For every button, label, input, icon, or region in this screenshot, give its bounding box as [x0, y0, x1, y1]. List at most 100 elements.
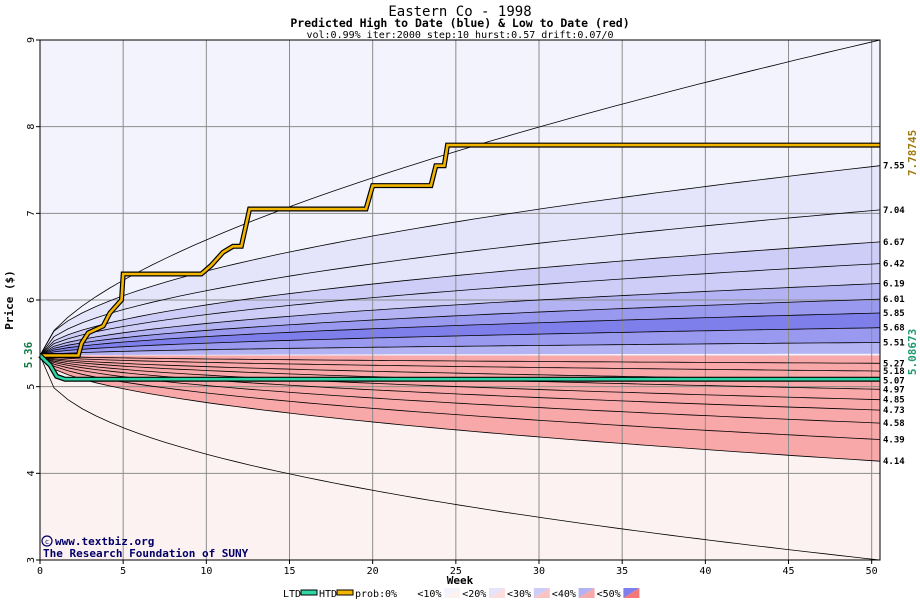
x-tick-label: 40 [699, 566, 711, 577]
legend-prob-item: <10% [417, 589, 441, 600]
x-tick-label: 5 [120, 566, 126, 577]
copyright-icon: c [41, 535, 53, 547]
plot-bands [40, 40, 880, 560]
band-value-label: 6.19 [883, 280, 905, 290]
legend-swatch-low-3 [533, 588, 550, 598]
band-value-label: 4.58 [883, 419, 905, 429]
legend-swatch-low-2 [489, 588, 505, 598]
x-tick-label: 25 [450, 566, 462, 577]
legend: LTD HTD prob: 0% <10% <20% <30% <40% <50% [283, 588, 640, 600]
band-high-6 [40, 299, 880, 356]
band-high-4 [40, 263, 880, 356]
legend-swatch-low-0 [399, 588, 416, 598]
band-line-high-7 [39, 312, 881, 356]
band-line-high-2 [39, 209, 881, 356]
band-line-high-0 [39, 39, 881, 356]
band-value-label: 4.73 [883, 406, 905, 416]
x-tick-label: 35 [616, 566, 628, 577]
svg-text:c: c [45, 538, 49, 546]
band-value-label: 4.97 [883, 385, 905, 395]
band-value-label: 6.01 [883, 295, 905, 305]
legend-swatch-low-5 [623, 588, 640, 598]
series [38, 142, 880, 382]
htd-line [40, 143, 880, 357]
legend-ltd-swatch [300, 589, 318, 596]
band-value-label: 5.51 [883, 338, 905, 348]
x-tick-label: 0 [37, 566, 43, 577]
legend-prob-item: <40% [552, 589, 576, 600]
chart-subtitle: Predicted High to Date (blue) & Low to D… [290, 16, 629, 30]
x-tick-label: 50 [866, 566, 878, 577]
band-high-8 [40, 327, 880, 356]
band-high-5 [40, 283, 880, 356]
band-value-label: 5.68 [883, 324, 905, 334]
band-value-label: 6.42 [883, 260, 905, 270]
band-high-9 [40, 342, 880, 356]
htd-final-label: 7.78745 [906, 130, 919, 176]
y-tick-label: 5 [26, 384, 37, 390]
band-value-label: 4.39 [883, 436, 905, 446]
legend-prob-item: 0% [385, 589, 397, 600]
x-tick-label: 30 [533, 566, 545, 577]
band-line-low-0 [39, 355, 881, 561]
legend-prob-item: <50% [597, 589, 621, 600]
band-value-label: 7.04 [883, 206, 905, 216]
band-line-low-1 [39, 355, 881, 364]
chart-title: Eastern Co - 1998 [388, 4, 531, 20]
band-value-label: 5.27 [883, 359, 905, 369]
y-tick-label: 8 [26, 124, 37, 130]
band-value-label: 5.85 [883, 309, 905, 319]
band-line-high-9 [39, 342, 881, 356]
labels: 7.55 7.04 6.67 6.42 6.19 6.01 5.85 5.68 5.51 5.27… [883, 162, 905, 468]
band-line-high-1 [39, 165, 881, 356]
x-axis-label: Week [447, 574, 474, 587]
y-tick-label: 9 [26, 37, 37, 43]
y-tick-label: 3 [26, 557, 37, 563]
legend-prob-item: <30% [507, 589, 531, 600]
watermark-org: The Research Foundation of SUNY [43, 547, 249, 560]
ltd-final-label: 5.08673 [906, 329, 919, 375]
band-line-high-8 [39, 327, 881, 356]
x-tick-label: 20 [367, 566, 379, 577]
legend-prob-item: <20% [462, 589, 486, 600]
band-value-label: 4.85 [883, 396, 905, 406]
legend-htd-swatch [336, 589, 354, 596]
legend-htd-label: HTD [319, 589, 337, 600]
y-tick-label: 7 [26, 210, 37, 216]
band-high-3 [40, 241, 880, 356]
start-price-label: 5.36 [22, 341, 35, 368]
band-line-low-9 [39, 355, 881, 462]
legend-prob-label: prob: [355, 589, 385, 600]
chart-params: vol:0.99% iter:2000 step:10 hurst:0.57 d… [306, 30, 613, 41]
band-line-low-8 [39, 355, 881, 440]
watermark-url: www.textbiz.org [55, 535, 154, 548]
band-line-low-5 [39, 355, 881, 401]
x-tick-label: 45 [782, 566, 794, 577]
x-tick-label: 10 [200, 566, 212, 577]
x-tick-label: 15 [283, 566, 295, 577]
band-high-2 [40, 209, 880, 356]
band-value-label: 6.67 [883, 238, 905, 248]
ltd-line [39, 354, 880, 381]
band-value-label: 7.55 [883, 162, 905, 172]
band-high-0 [40, 40, 880, 356]
band-value-label: 5.18 [883, 367, 905, 377]
band-line-low-2 [39, 355, 881, 372]
band-line-high-4 [39, 263, 881, 356]
y-axis-label: Price ($) [3, 270, 16, 330]
band-high-7 [40, 313, 880, 356]
band-line-high-5 [39, 283, 881, 356]
band-value-label: 4.14 [883, 457, 905, 467]
y-tick-label: 6 [26, 297, 37, 303]
legend-swatch-low-1 [444, 588, 461, 598]
legend-ltd-label: LTD [283, 589, 301, 600]
band-line-high-3 [39, 241, 881, 356]
y-tick-label: 4 [26, 470, 37, 476]
band-line-high-6 [39, 298, 881, 356]
band-line-low-7 [39, 355, 881, 424]
band-value-label: 5.07 [883, 377, 905, 387]
legend-swatch-low-4 [578, 588, 595, 598]
band-low-9 [40, 355, 880, 462]
